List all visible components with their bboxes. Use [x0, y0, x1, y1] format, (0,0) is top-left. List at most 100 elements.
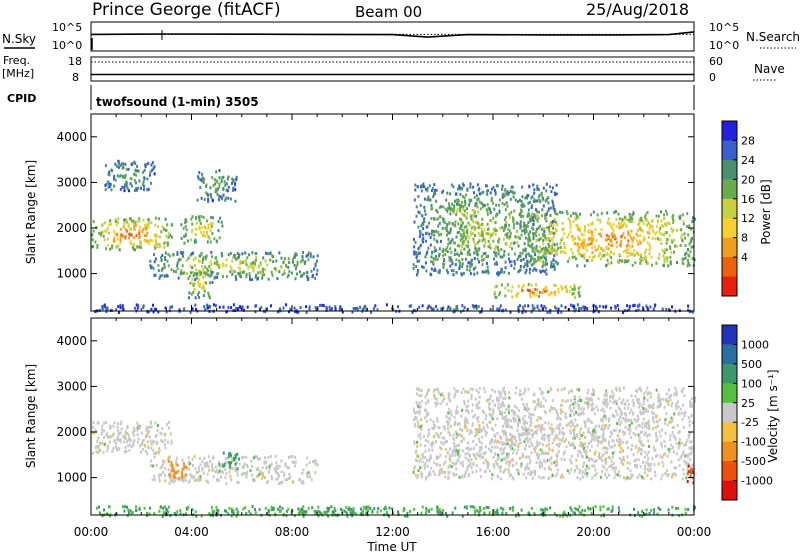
power-cell	[142, 170, 145, 174]
power-cell	[499, 304, 502, 308]
power-cell	[455, 213, 458, 217]
power-cell	[136, 186, 139, 190]
power-cell	[480, 258, 483, 262]
velocity-cell	[473, 454, 476, 458]
velocity-cell	[549, 468, 552, 472]
velocity-cell	[246, 465, 249, 469]
power-cell	[432, 195, 435, 199]
power-cell	[467, 245, 470, 249]
power-cell	[563, 241, 566, 245]
velocity-cell	[274, 454, 277, 458]
power-cell	[201, 260, 204, 264]
power-cell	[163, 263, 166, 266]
power-cell	[669, 262, 672, 266]
power-cell	[92, 245, 95, 249]
velocity-cell	[608, 423, 611, 427]
velocity-cell	[464, 409, 467, 413]
velocity-cell	[505, 461, 508, 465]
power-cell	[159, 274, 162, 278]
power-cell	[468, 198, 471, 202]
velocity-cell	[500, 391, 503, 395]
power-cell	[669, 260, 672, 264]
power-cell	[415, 214, 418, 218]
power-cell	[473, 196, 476, 199]
power-cell	[124, 236, 127, 240]
velocity-cell	[102, 451, 105, 455]
power-cell	[463, 247, 466, 251]
velocity-cell	[624, 425, 627, 429]
velocity-cell	[556, 462, 559, 465]
velocity-cell	[571, 409, 574, 413]
velocity-cell	[107, 436, 110, 440]
power-cell	[493, 257, 495, 261]
power-cell	[496, 262, 498, 266]
velocity-cell	[478, 387, 481, 391]
velocity-cell	[168, 474, 171, 478]
power-cell	[204, 225, 206, 229]
y-tick-label: 4000	[56, 130, 87, 144]
velocity-cell	[572, 431, 575, 435]
power-cell	[208, 264, 211, 268]
velocity-cell	[686, 455, 689, 459]
power-cell	[92, 220, 95, 224]
velocity-cell	[463, 475, 466, 478]
power-cell	[397, 305, 399, 309]
velocity-cell	[549, 407, 552, 411]
power-cell	[326, 307, 329, 311]
power-cell	[234, 275, 237, 279]
velocity-cell	[494, 435, 497, 439]
velocity-cell	[416, 420, 419, 424]
velocity-cell	[286, 478, 289, 481]
power-cell	[517, 284, 520, 288]
power-cell	[524, 236, 527, 240]
velocity-cell	[115, 437, 118, 441]
velocity-cell	[149, 439, 152, 443]
power-cell	[587, 228, 590, 232]
power-cell	[474, 266, 477, 270]
power-cell	[225, 310, 228, 314]
velocity-cell	[478, 454, 481, 458]
velocity-cell	[436, 416, 439, 420]
power-cell	[180, 269, 183, 273]
velocity-cell	[579, 399, 582, 403]
power-cell	[628, 307, 631, 311]
power-cell	[158, 245, 161, 249]
power-cell	[502, 192, 505, 196]
power-cell	[588, 255, 591, 259]
power-cell	[210, 216, 212, 219]
power-cell	[442, 254, 445, 258]
power-cell	[591, 240, 593, 244]
power-cell	[513, 191, 516, 195]
power-cell	[556, 249, 559, 253]
power-cell	[482, 203, 485, 207]
velocity-cell	[676, 424, 679, 428]
power-cell	[486, 227, 489, 231]
velocity-cell	[598, 435, 601, 439]
velocity-cell	[419, 432, 422, 436]
power-cell	[132, 243, 135, 247]
power-cell	[419, 243, 422, 247]
velocity-cell	[441, 399, 444, 403]
power-cell	[101, 304, 104, 308]
velocity-cell	[150, 442, 153, 446]
velocity-cell	[489, 394, 492, 398]
power-cell	[129, 232, 132, 236]
velocity-cell	[673, 472, 676, 476]
velocity-cell	[584, 401, 587, 405]
velocity-cell	[462, 464, 464, 468]
power-cell	[294, 277, 297, 281]
power-cell	[115, 164, 118, 168]
velocity-cell	[536, 418, 539, 422]
power-cell	[478, 200, 481, 204]
power-cell	[269, 258, 272, 262]
power-cell	[209, 222, 212, 226]
power-cell	[498, 198, 501, 202]
power-cell	[392, 307, 395, 311]
velocity-cell	[126, 444, 129, 448]
power-cell	[517, 270, 520, 274]
power-cell	[647, 261, 649, 265]
velocity-cell	[529, 459, 532, 463]
power-cell	[545, 256, 548, 260]
power-cell	[177, 276, 180, 280]
power-cell	[172, 269, 175, 273]
